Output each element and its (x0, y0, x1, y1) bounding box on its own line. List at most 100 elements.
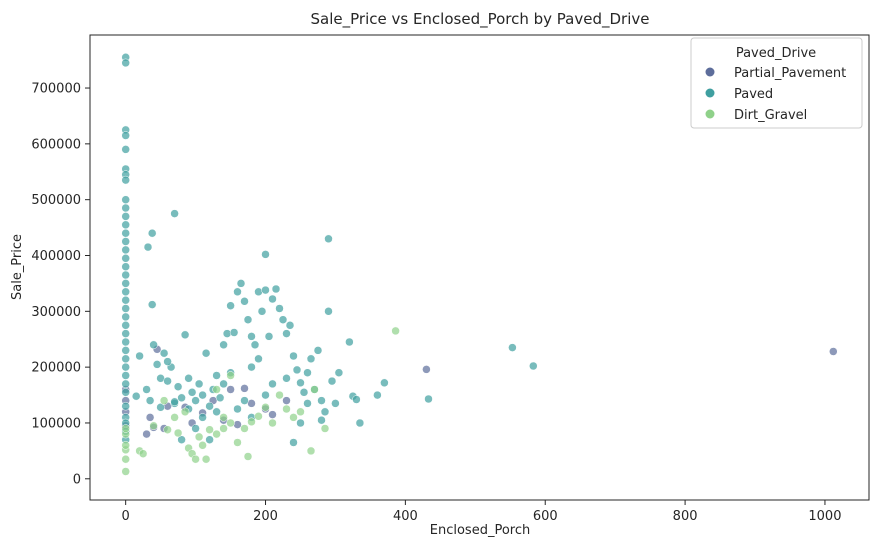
data-point-paved-126 (233, 404, 242, 414)
data-point-paved-10 (121, 212, 130, 221)
plot-frame (89, 34, 870, 501)
data-point-paved-129 (317, 415, 326, 425)
data-point-paved-103 (352, 395, 361, 404)
data-point-dirt-gravel-29 (275, 390, 284, 400)
data-point-paved-100 (334, 368, 344, 377)
data-point-paved-116 (254, 354, 263, 364)
data-point-paved-4 (121, 145, 130, 154)
chart-title: Sale_Price vs Enclosed_Porch by Paved_Dr… (311, 10, 650, 29)
data-point-paved-61 (198, 390, 207, 400)
data-point-paved-80 (264, 332, 274, 341)
data-point-paved-97 (324, 307, 333, 316)
legend: Paved_Drive Partial_Pavement Paved Dirt_… (690, 37, 863, 129)
data-point-paved-74 (243, 315, 253, 324)
data-point-paved-132 (247, 362, 256, 372)
data-point-paved-8 (121, 195, 130, 204)
data-point-paved-118 (282, 374, 291, 383)
data-point-dirt-gravel-28 (268, 418, 277, 428)
data-point-paved-95 (317, 396, 326, 405)
data-point-paved-17 (121, 270, 130, 280)
y-axis: 0 100000 200000 300000 400000 500000 600000 700… (31, 82, 90, 487)
data-point-paved-84 (278, 315, 288, 324)
legend-label-partial-pavement: Partial_Pavement (734, 66, 846, 81)
data-point-paved-22 (121, 312, 130, 322)
data-point-dirt-gravel-24 (243, 452, 253, 461)
data-point-paved-29 (121, 371, 130, 380)
y-tick-label: 200000 (31, 361, 81, 376)
data-point-paved-3 (121, 131, 130, 140)
data-point-dirt-gravel-17 (201, 454, 211, 464)
data-point-dirt-gravel-38 (219, 413, 228, 422)
data-point-dirt-gravel-37 (212, 385, 221, 394)
data-point-paved-30 (121, 379, 130, 389)
data-point-paved-72 (236, 279, 246, 288)
data-point-dirt-gravel-34 (310, 385, 319, 394)
data-point-dirt-gravel-33 (306, 446, 316, 456)
data-point-paved-14 (121, 245, 130, 255)
data-point-dirt-gravel-5 (121, 424, 130, 433)
plot-area (121, 53, 838, 476)
data-point-paved-23 (121, 321, 130, 330)
data-point-paved-92 (306, 354, 316, 364)
data-point-paved-128 (303, 368, 312, 377)
data-point-paved-69 (226, 301, 235, 310)
data-point-paved-104 (355, 418, 365, 428)
y-tick-label: 600000 (31, 137, 81, 152)
legend-marker-partial-pavement (705, 67, 715, 77)
data-point-paved-96 (320, 407, 330, 417)
legend-marker-dirt-gravel (705, 109, 715, 119)
data-point-paved-47 (149, 340, 158, 350)
data-point-paved-89 (296, 378, 305, 388)
data-point-paved-83 (275, 304, 284, 313)
data-point-paved-88 (292, 365, 302, 375)
data-point-paved-76 (250, 340, 260, 350)
data-point-dirt-gravel-39 (159, 396, 169, 405)
data-point-partial-pavement-23 (240, 384, 249, 393)
data-point-paved-44 (135, 351, 144, 361)
data-point-paved-91 (303, 399, 312, 408)
data-point-dirt-gravel-30 (282, 404, 291, 414)
data-point-paved-113 (212, 407, 221, 417)
data-point-paved-13 (121, 237, 130, 246)
data-point-paved-117 (268, 379, 277, 389)
data-point-dirt-gravel-21 (226, 418, 235, 428)
data-point-paved-54 (173, 382, 183, 391)
data-point-paved-24 (121, 329, 130, 338)
x-tick-label: 200 (253, 509, 278, 524)
data-point-paved-18 (121, 279, 130, 288)
data-point-dirt-gravel-6 (391, 326, 400, 336)
data-point-paved-16 (121, 262, 130, 271)
data-point-paved-21 (121, 304, 130, 313)
data-point-paved-19 (121, 287, 130, 297)
data-point-paved-58 (187, 388, 197, 397)
data-point-paved-51 (163, 376, 172, 386)
legend-marker-paved (705, 88, 715, 98)
data-point-paved-81 (268, 294, 277, 304)
data-point-paved-98 (327, 376, 337, 386)
data-point-paved-55 (177, 393, 186, 403)
data-point-paved-25 (121, 337, 130, 347)
legend-label-dirt-gravel: Dirt_Gravel (734, 108, 807, 123)
data-point-paved-90 (299, 388, 309, 397)
y-tick-label: 400000 (31, 249, 81, 264)
data-point-paved-68 (222, 329, 232, 338)
data-point-dirt-gravel-32 (296, 407, 305, 417)
data-point-paved-43 (131, 391, 141, 401)
data-point-paved-85 (282, 329, 291, 338)
data-point-paved-130 (170, 397, 179, 407)
data-point-partial-pavement-19 (142, 429, 151, 439)
data-point-dirt-gravel-31 (289, 413, 298, 422)
data-point-paved-120 (289, 438, 298, 447)
data-point-paved-7 (121, 175, 130, 185)
data-point-partial-pavement-17 (268, 410, 277, 419)
data-point-paved-60 (194, 379, 204, 389)
data-point-paved-15 (121, 254, 130, 263)
x-axis-label: Enclosed_Porch (430, 523, 530, 538)
data-point-paved-131 (156, 403, 165, 412)
data-point-paved-121 (205, 435, 214, 444)
data-point-paved-50 (159, 348, 169, 358)
data-point-paved-109 (529, 361, 538, 371)
data-point-paved-119 (296, 418, 305, 428)
data-point-paved-38 (147, 228, 157, 238)
